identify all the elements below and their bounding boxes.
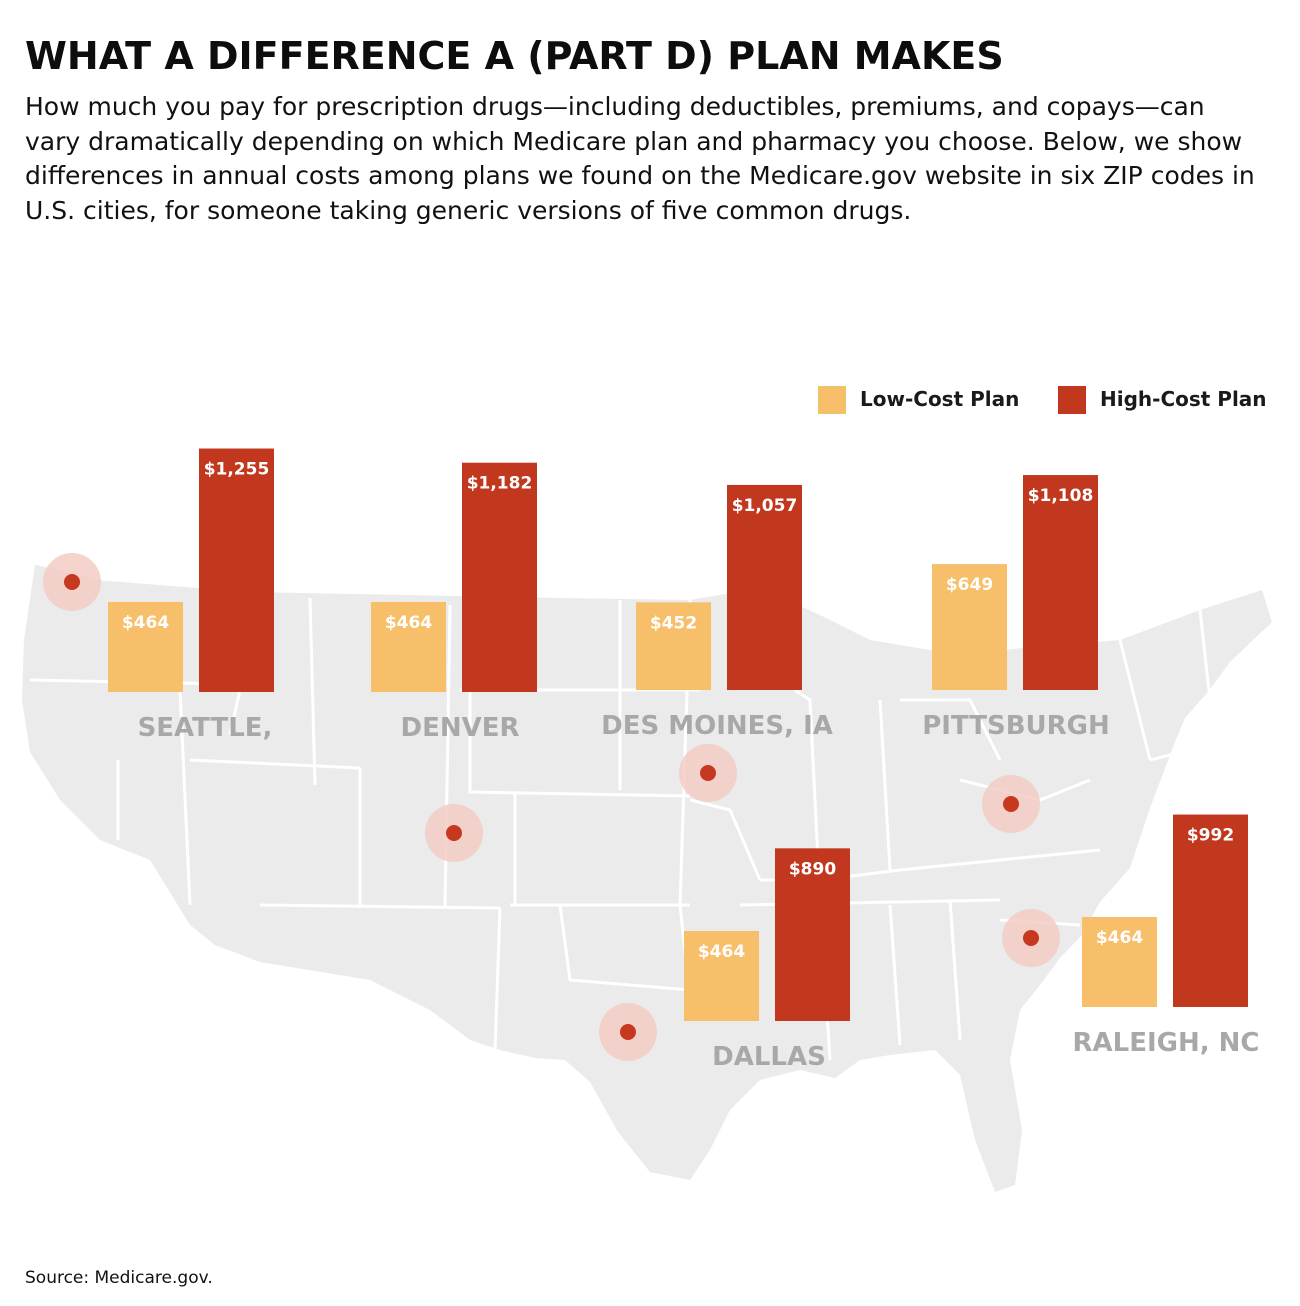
bar-low-cost-pittsburgh [932,564,1007,690]
data-label-high-cost-pittsburgh: $1,108 [1028,486,1094,506]
data-label-low-cost-des-moines-ia: $452 [650,613,697,633]
bar-high-cost-raleigh-nc [1173,814,1248,1007]
data-label-low-cost-pittsburgh: $649 [946,575,993,595]
denver-marker [425,804,483,862]
data-label-high-cost-denver: $1,182 [467,474,533,494]
des-moines-marker [679,744,737,802]
bar-group-des-moines-ia: $452 $1,057 DES MOINES, IA [601,484,833,741]
source-note: Source: Medicare.gov. [25,1268,213,1288]
legend-swatch-low-cost [818,386,846,414]
city-label-denver: DENVER [400,713,519,743]
bar-group-seattle: $464 $1,255 SEATTLE, [108,448,274,743]
data-label-high-cost-seattle: $1,255 [204,460,270,480]
bar-high-cost-seattle [199,448,274,692]
data-label-low-cost-dallas: $464 [698,942,745,962]
data-label-high-cost-des-moines-ia: $1,057 [732,496,798,516]
bar-groups: $464 $1,255 SEATTLE, $464 $1,182 DENVER $452 $1… [108,448,1260,1072]
dallas-marker [599,1003,657,1061]
bar-low-cost-dallas [684,930,759,1021]
city-label-seattle: SEATTLE, [138,713,273,743]
bar-group-raleigh-nc: $464 $992 RALEIGH, NC [1072,814,1260,1058]
bar-high-cost-des-moines-ia [727,484,802,690]
pittsburgh-marker [982,775,1040,833]
chart-title: WHAT A DIFFERENCE A (PART D) PLAN MAKES [25,34,1004,78]
city-markers [43,553,1060,1061]
raleigh-marker [1002,909,1060,967]
city-label-des-moines-ia: DES MOINES, IA [601,711,833,741]
seattle-marker [43,553,101,611]
data-label-low-cost-denver: $464 [385,613,432,633]
bar-group-dallas: $464 $890 DALLAS [684,848,850,1072]
data-label-low-cost-raleigh-nc: $464 [1096,928,1143,948]
bar-group-pittsburgh: $649 $1,108 PITTSBURGH [922,475,1110,741]
legend-swatch-high-cost [1058,386,1086,414]
legend-label-low-cost: Low-Cost Plan [860,387,1020,411]
legend: Low-Cost Plan High-Cost Plan [818,386,1288,416]
data-label-low-cost-seattle: $464 [122,613,169,633]
bar-low-cost-seattle [108,601,183,692]
bar-group-denver: $464 $1,182 DENVER [371,462,537,743]
bar-low-cost-des-moines-ia [636,602,711,690]
bar-low-cost-denver [371,601,446,692]
bar-high-cost-denver [462,462,537,692]
data-label-high-cost-dallas: $890 [789,859,836,879]
data-label-high-cost-raleigh-nc: $992 [1187,826,1234,846]
legend-label-high-cost: High-Cost Plan [1100,387,1267,411]
city-label-pittsburgh: PITTSBURGH [922,711,1110,741]
city-label-raleigh-nc: RALEIGH, NC [1072,1028,1259,1058]
city-label-dallas: DALLAS [712,1042,826,1072]
chart-subtitle: How much you pay for prescription drugs—… [25,92,1255,225]
bar-high-cost-dallas [775,848,850,1021]
bar-high-cost-pittsburgh [1023,475,1098,690]
bar-low-cost-raleigh-nc [1082,916,1157,1007]
